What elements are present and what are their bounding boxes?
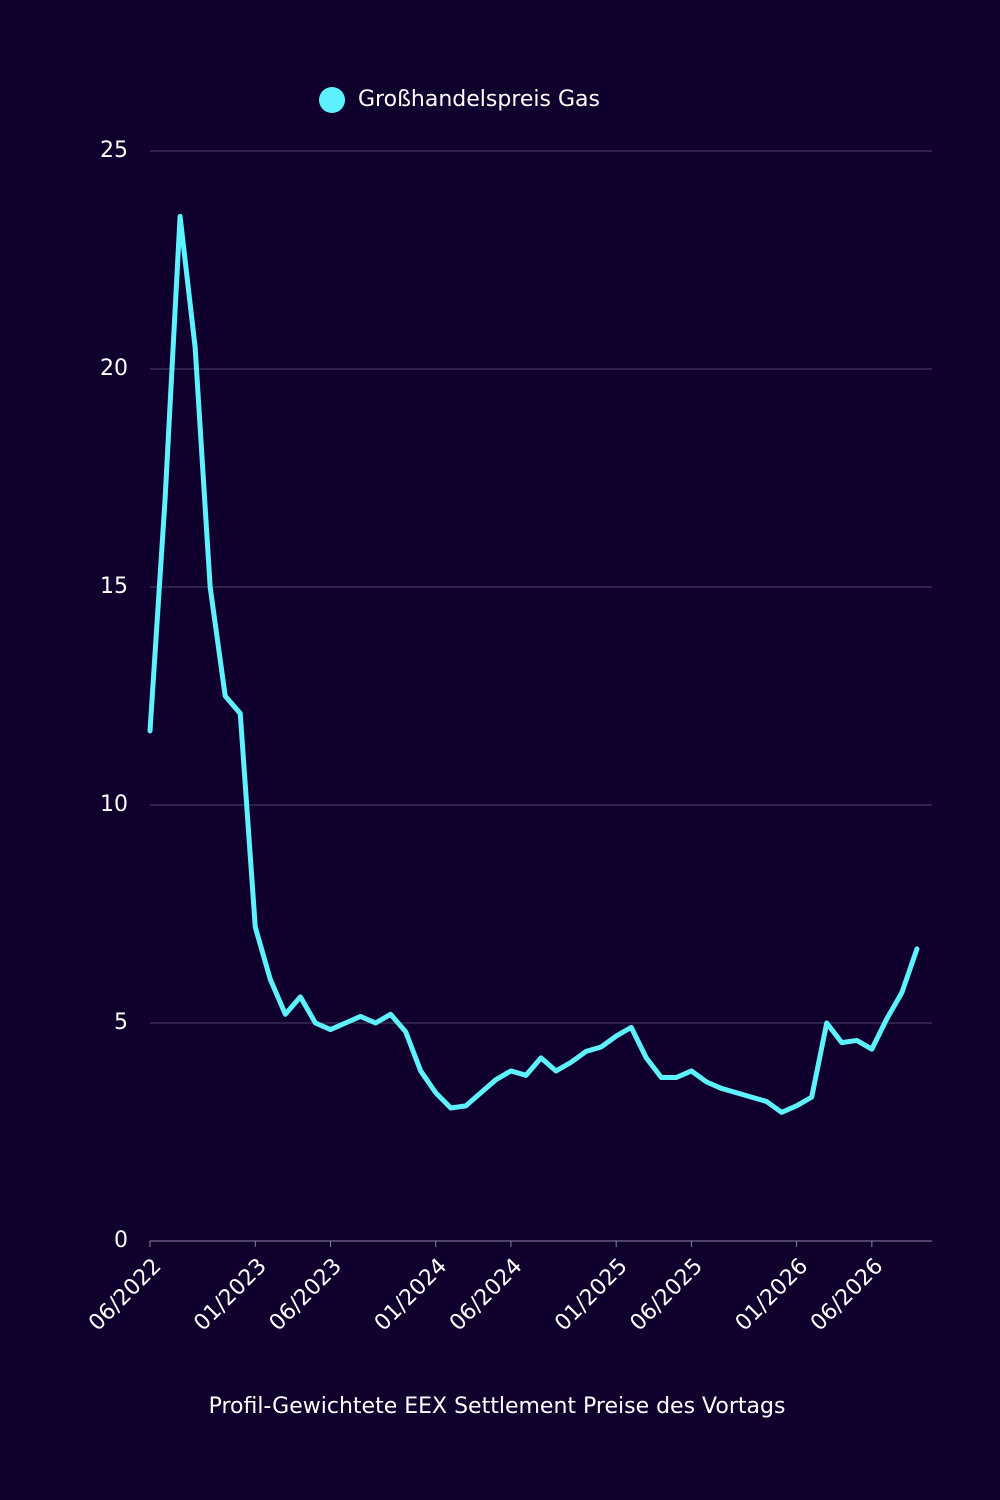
legend-label: Großhandelspreis Gas — [358, 87, 600, 112]
y-tick-label: 5 — [114, 1010, 128, 1035]
y-tick-label: 15 — [100, 574, 128, 599]
y-tick-label: 20 — [100, 356, 128, 381]
y-tick-label: 25 — [100, 138, 128, 163]
legend-marker — [319, 87, 345, 113]
y-tick-label: 10 — [100, 792, 128, 817]
x-axis-title: Profil-Gewichtete EEX Settlement Preise … — [209, 1394, 786, 1419]
data-line — [147, 213, 920, 1115]
y-tick-label: 0 — [114, 1228, 128, 1253]
